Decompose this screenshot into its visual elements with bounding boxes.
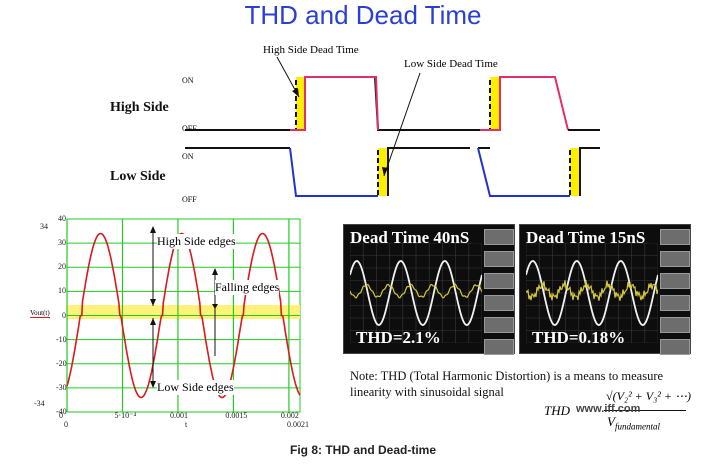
falling-edges-label: Falling edges (215, 280, 280, 295)
scope-15ns-side-menu (660, 229, 690, 355)
x-tick-label: 0.001 (169, 411, 188, 420)
formula-lhs: THD (544, 403, 571, 418)
high-side-trace-1 (290, 76, 360, 131)
x-tick-label: 5·10⁻⁴ (114, 411, 137, 420)
plot-ylabel: Vout(t) (30, 309, 50, 318)
scope-menu-button[interactable] (660, 317, 690, 333)
y-tick-label: -20 (56, 358, 67, 368)
low-dead-time-arrowhead (382, 167, 388, 176)
scope-menu-button[interactable] (660, 339, 690, 355)
formula-fraction-bar (604, 410, 686, 411)
x-tick-label: 0.002 (280, 411, 299, 420)
scope-menu-button[interactable] (660, 273, 690, 289)
y-tick-label: 0 (62, 310, 66, 320)
scope-15ns-title: Dead Time 15nS (526, 228, 646, 247)
high-off-label: OFF (182, 124, 197, 133)
scope-menu-button[interactable] (660, 295, 690, 311)
low-side-trace-5 (477, 147, 570, 197)
scope-15ns-white-trace (526, 260, 658, 326)
high-dead-time-arrowhead (292, 88, 299, 97)
watermark: www.iff.com (576, 403, 641, 415)
scope-40ns-yellow-trace (350, 283, 482, 299)
formula-numerator: √(V₂² + V₃² + ⋯) (606, 389, 691, 403)
scope-menu-button[interactable] (484, 273, 514, 289)
timing-diagram (185, 56, 600, 197)
formula-denominator: Vfundamental (607, 414, 660, 432)
low-side-label: Low Side (110, 169, 166, 184)
low-edges-arrowhead-bot (150, 381, 156, 388)
plot-grid (66, 218, 300, 413)
scope-15ns: Dead Time 15nS THD=0.18% (519, 224, 691, 355)
high-side-trace-2b (360, 76, 379, 131)
low-side-dead-time-label: Low Side Dead Time (404, 58, 498, 70)
y-tick-label: -10 (56, 334, 67, 344)
high-side-dead-time-label: High Side Dead Time (263, 44, 359, 56)
scope-menu-button[interactable] (660, 229, 690, 245)
scope-15ns-screen (526, 243, 658, 343)
low-off-label: OFF (182, 195, 197, 204)
scope-40ns-title: Dead Time 40nS (350, 228, 470, 247)
x-mid-label: t (185, 420, 188, 429)
high-edges-arrowhead-bot (150, 299, 156, 306)
scope-menu-button[interactable] (660, 251, 690, 267)
scope-40ns-side-menu (484, 229, 514, 355)
low-side-dead-band-2 (570, 148, 580, 196)
formula-denominator-sub: fundamental (614, 421, 660, 432)
x-tick-label: 0 (59, 411, 63, 420)
scope-menu-button[interactable] (484, 229, 514, 245)
low-side-trace-6 (579, 147, 600, 196)
formula-denominator-symbol: V (607, 414, 615, 429)
x-left-sub-label: 0 (64, 420, 68, 429)
y-tick-label: 30 (58, 238, 66, 248)
scope-menu-button[interactable] (484, 295, 514, 311)
scope-15ns-yellow-trace (526, 280, 658, 301)
plot-bottom-level-label: -34 (34, 399, 45, 408)
low-on-label: ON (182, 152, 194, 161)
scope-15ns-thd: THD=0.18% (532, 328, 626, 347)
low-side-edges-label: Low Side edges (157, 380, 234, 395)
y-tick-label: 20 (58, 262, 66, 272)
thd-note: Note: THD (Total Harmonic Distortion) is… (350, 369, 664, 399)
scope-menu-button[interactable] (484, 251, 514, 267)
y-tick-label: 40 (58, 214, 66, 223)
plot-top-level-label: 34 (40, 222, 48, 231)
low-side-dead-band-1 (378, 148, 388, 196)
scope-40ns: Dead Time 40nS THD=2.1% (343, 224, 515, 355)
high-side-dead-band-2 (490, 77, 500, 130)
figure-caption: Fig 8: THD and Dead-time (289, 443, 436, 457)
low-side-trace-3 (387, 147, 470, 196)
high-side-edges-label: High Side edges (157, 234, 236, 249)
scope-40ns-thd: THD=2.1% (356, 328, 441, 347)
y-tick-label: 10 (58, 286, 66, 296)
scope-menu-button[interactable] (484, 339, 514, 355)
high-side-trace-3 (480, 76, 569, 131)
falling-edges-arrowhead-bot (212, 304, 218, 309)
scope-40ns-white-trace (350, 260, 482, 326)
y-tick-label: -30 (56, 382, 67, 392)
high-on-label: ON (182, 76, 194, 85)
zero-band (67, 305, 300, 319)
x-tick-label: 0.0015 (225, 411, 248, 420)
page-title: THD and Dead Time (244, 0, 482, 30)
x-right-label: 0.0021 (287, 420, 309, 429)
high-side-dead-band-1 (296, 77, 305, 130)
low-side-trace-2 (289, 147, 378, 197)
low-dead-time-arrow (383, 72, 421, 177)
scope-menu-button[interactable] (484, 317, 514, 333)
scope-40ns-screen (350, 243, 482, 343)
high-edges-arrowhead-top (150, 226, 156, 233)
falling-edges-arrowhead-top (212, 268, 218, 275)
high-side-label: High Side (110, 100, 169, 115)
vout-plot (66, 218, 301, 413)
low-edges-arrowhead-top (150, 318, 156, 325)
y-tick-label: -40 (56, 407, 67, 416)
